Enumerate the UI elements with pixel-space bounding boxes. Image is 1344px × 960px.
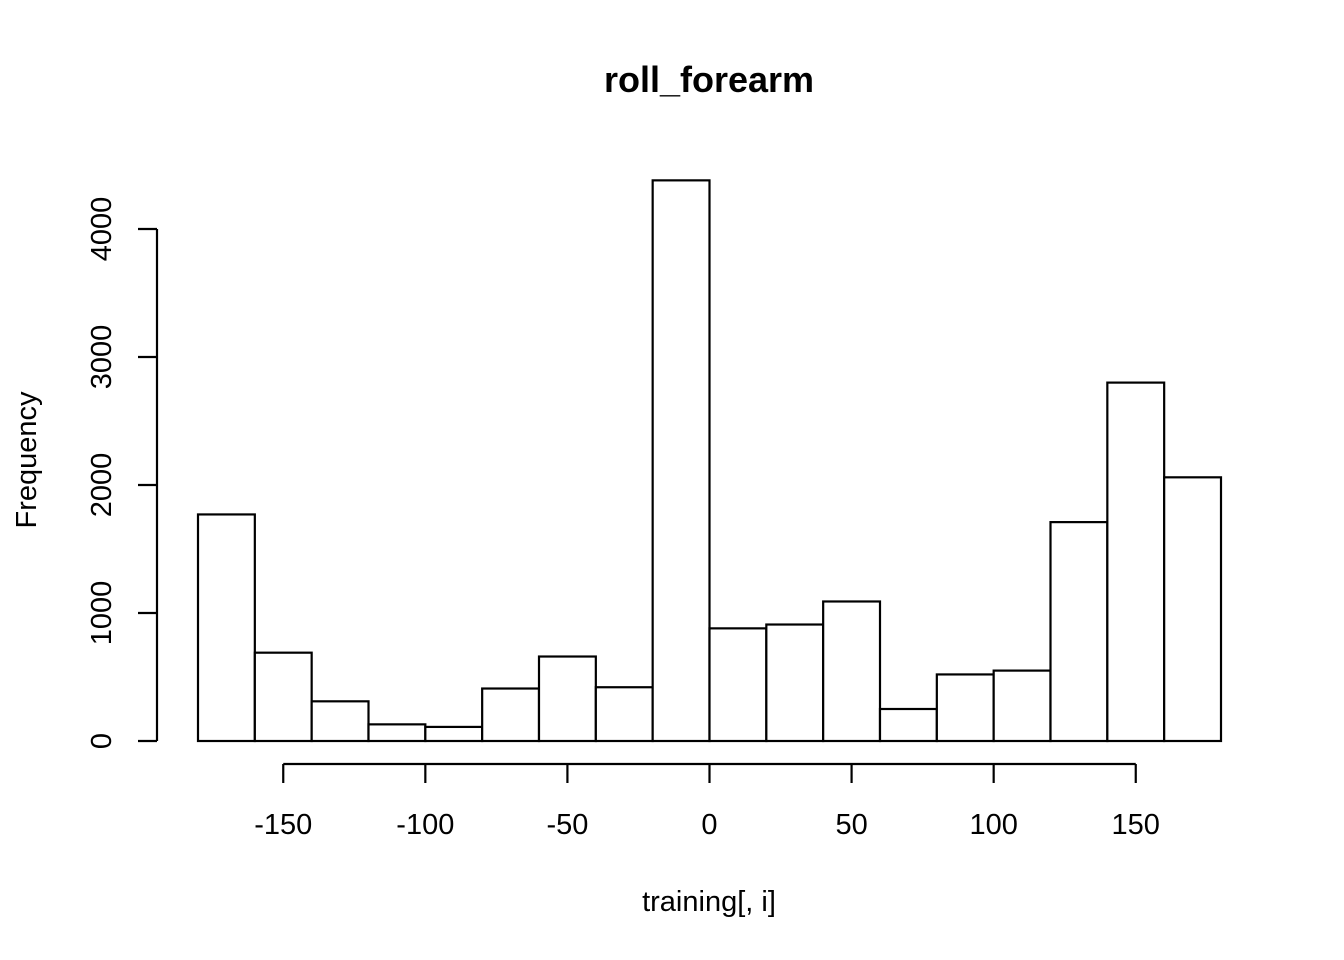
x-tick-label: -150 — [254, 809, 312, 841]
histogram-bar — [822, 600, 882, 743]
y-axis-title: Frequency — [11, 391, 43, 529]
x-tick-label: -100 — [396, 809, 454, 841]
chart-title: roll_forearm — [604, 59, 814, 100]
x-tick-label: -50 — [546, 809, 588, 841]
histogram-bar — [765, 623, 825, 743]
y-tick-label: 1000 — [86, 581, 118, 646]
histogram-bar — [878, 707, 938, 743]
x-axis-title: training[, i] — [642, 886, 776, 918]
histogram-bar — [196, 513, 256, 743]
histogram-bar — [992, 669, 1052, 743]
y-tick-label: 3000 — [86, 325, 118, 390]
histogram-bar — [537, 655, 597, 743]
histogram-bar — [1049, 521, 1109, 743]
histogram-bar — [594, 686, 654, 743]
y-tick-label: 4000 — [86, 197, 118, 262]
histogram-bar — [1163, 476, 1223, 743]
histogram-bar — [708, 627, 768, 743]
histogram-bar — [651, 179, 711, 743]
y-tick-label: 2000 — [86, 453, 118, 518]
histogram-bar — [253, 651, 313, 743]
y-tick-label: 0 — [86, 733, 118, 749]
x-axis: -150 -100 -50 0 50 100 150 — [254, 762, 1160, 841]
histogram-bar — [935, 673, 995, 743]
x-tick-label: 0 — [701, 809, 717, 841]
histogram-bar — [481, 687, 541, 743]
histogram-bar — [310, 700, 370, 743]
histogram-bar — [1106, 381, 1166, 743]
x-tick-label: 100 — [969, 809, 1017, 841]
x-tick-label: 50 — [835, 809, 867, 841]
y-axis: 0 1000 2000 3000 4000 — [86, 197, 159, 749]
bars-group — [196, 179, 1223, 743]
histogram-bar — [424, 725, 484, 743]
histogram-bar — [367, 723, 427, 743]
x-tick-label: 150 — [1112, 809, 1160, 841]
